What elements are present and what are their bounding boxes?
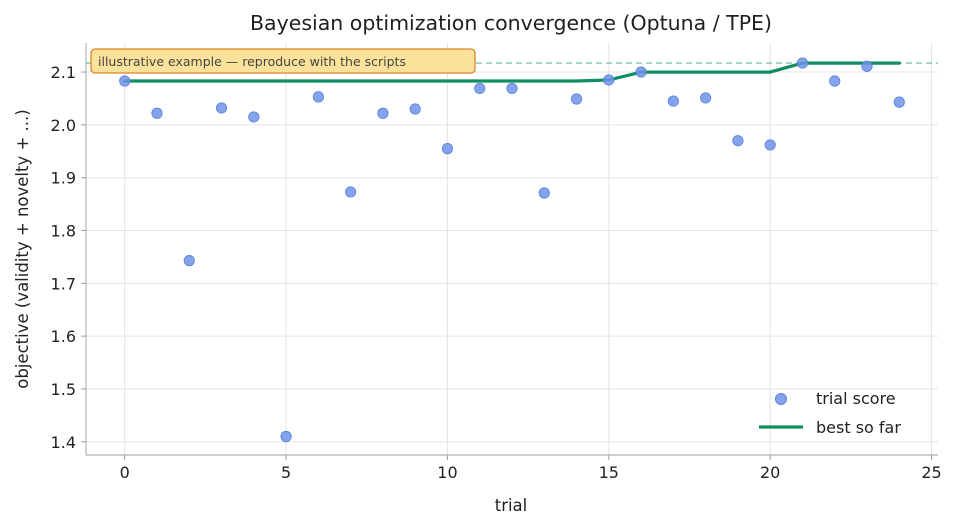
y-tick-label: 2.0 (51, 116, 76, 135)
trial-score-point (474, 82, 486, 95)
x-tick-label: 0 (120, 463, 130, 482)
legend-label-best-so-far: best so far (816, 418, 901, 437)
y-axis-label: objective (validity + novelty + ...) (13, 109, 32, 388)
trial-score-point (248, 111, 260, 123)
trial-score-point (409, 103, 421, 115)
legend-swatch-trial-score (775, 393, 787, 405)
x-axis-label: trial (495, 496, 528, 515)
y-tick-label: 1.5 (51, 380, 76, 399)
trial-score-point (667, 95, 679, 107)
y-tick-label: 1.8 (51, 222, 76, 241)
trial-score-point (312, 91, 324, 103)
axes (85, 43, 938, 456)
legend: trial score best so far (759, 389, 901, 437)
best-so-far-series-line (123, 61, 901, 83)
trial-score-points (119, 57, 905, 443)
y-tick-label: 1.4 (51, 433, 76, 452)
x-tick-label: 5 (281, 463, 291, 482)
trial-score-point (796, 57, 809, 69)
trial-score-point (861, 60, 873, 72)
y-tick-label: 1.6 (51, 327, 76, 346)
y-tick-label: 1.9 (51, 169, 76, 188)
y-grid (86, 71, 938, 443)
trial-score-point (183, 255, 195, 267)
x-tick-label: 20 (760, 463, 780, 482)
trial-score-point (151, 107, 163, 119)
trial-score-point (506, 82, 518, 95)
trial-score-point (732, 135, 744, 147)
y-tick-label: 1.7 (51, 274, 76, 293)
y-axis-ticks: 1.4 1.5 1.6 1.7 1.8 1.9 2.0 2.1 (51, 63, 86, 452)
best-so-far-line (123, 61, 901, 83)
trial-score-point (829, 75, 841, 87)
trial-score-point (280, 430, 292, 443)
x-axis-ticks: 0 5 10 15 20 25 (120, 455, 942, 482)
annotation-box: illustrative example — reproduce with th… (90, 48, 476, 74)
x-tick-label: 25 (921, 463, 941, 482)
trial-score-point (893, 96, 905, 108)
legend-label-trial-score: trial score (816, 389, 896, 408)
trial-score-point (603, 74, 615, 86)
trial-score-point (700, 92, 712, 104)
trial-score-point (570, 93, 583, 105)
x-tick-label: 15 (599, 463, 619, 482)
y-tick-label: 2.1 (51, 63, 76, 82)
trial-score-point (441, 143, 454, 155)
trial-score-point (635, 66, 647, 78)
x-grid (124, 43, 933, 455)
annotation-text: illustrative example — reproduce with th… (98, 54, 406, 69)
x-tick-label: 10 (437, 463, 457, 482)
trial-score-point (215, 102, 228, 114)
trial-score-point (119, 75, 131, 87)
chart-title: Bayesian optimization convergence (Optun… (250, 11, 772, 35)
trial-score-point (764, 139, 776, 151)
trial-score-point (377, 107, 389, 119)
trial-score-point (538, 187, 550, 199)
trial-score-point (345, 186, 357, 198)
annotation-background (90, 48, 476, 74)
